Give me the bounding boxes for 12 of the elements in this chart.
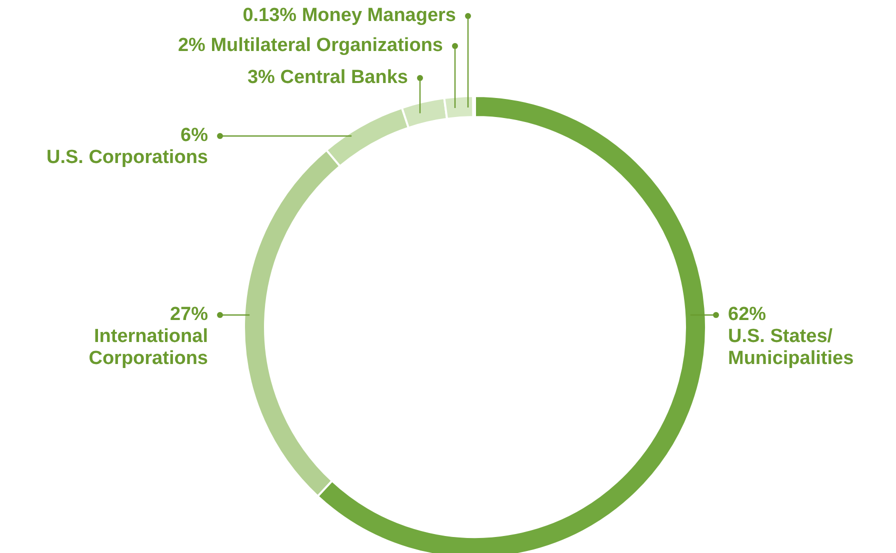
- data-label: 62%: [728, 304, 768, 326]
- data-label: 27%: [168, 304, 208, 326]
- slice-label: Central Banks: [280, 67, 408, 88]
- slice-label: Multilateral Organizations: [210, 35, 443, 56]
- data-label: 0.13%: [242, 5, 297, 26]
- data-label: 3%: [247, 67, 275, 88]
- slice-label: U.S. Corporations: [45, 147, 208, 169]
- slice-label: International Corporations: [88, 326, 208, 370]
- data-label: 6%: [180, 125, 208, 147]
- data-label: 2%: [178, 35, 206, 56]
- slice-label: Money Managers: [302, 5, 456, 26]
- slice-label: U.S. States/ Municipalities: [728, 326, 855, 370]
